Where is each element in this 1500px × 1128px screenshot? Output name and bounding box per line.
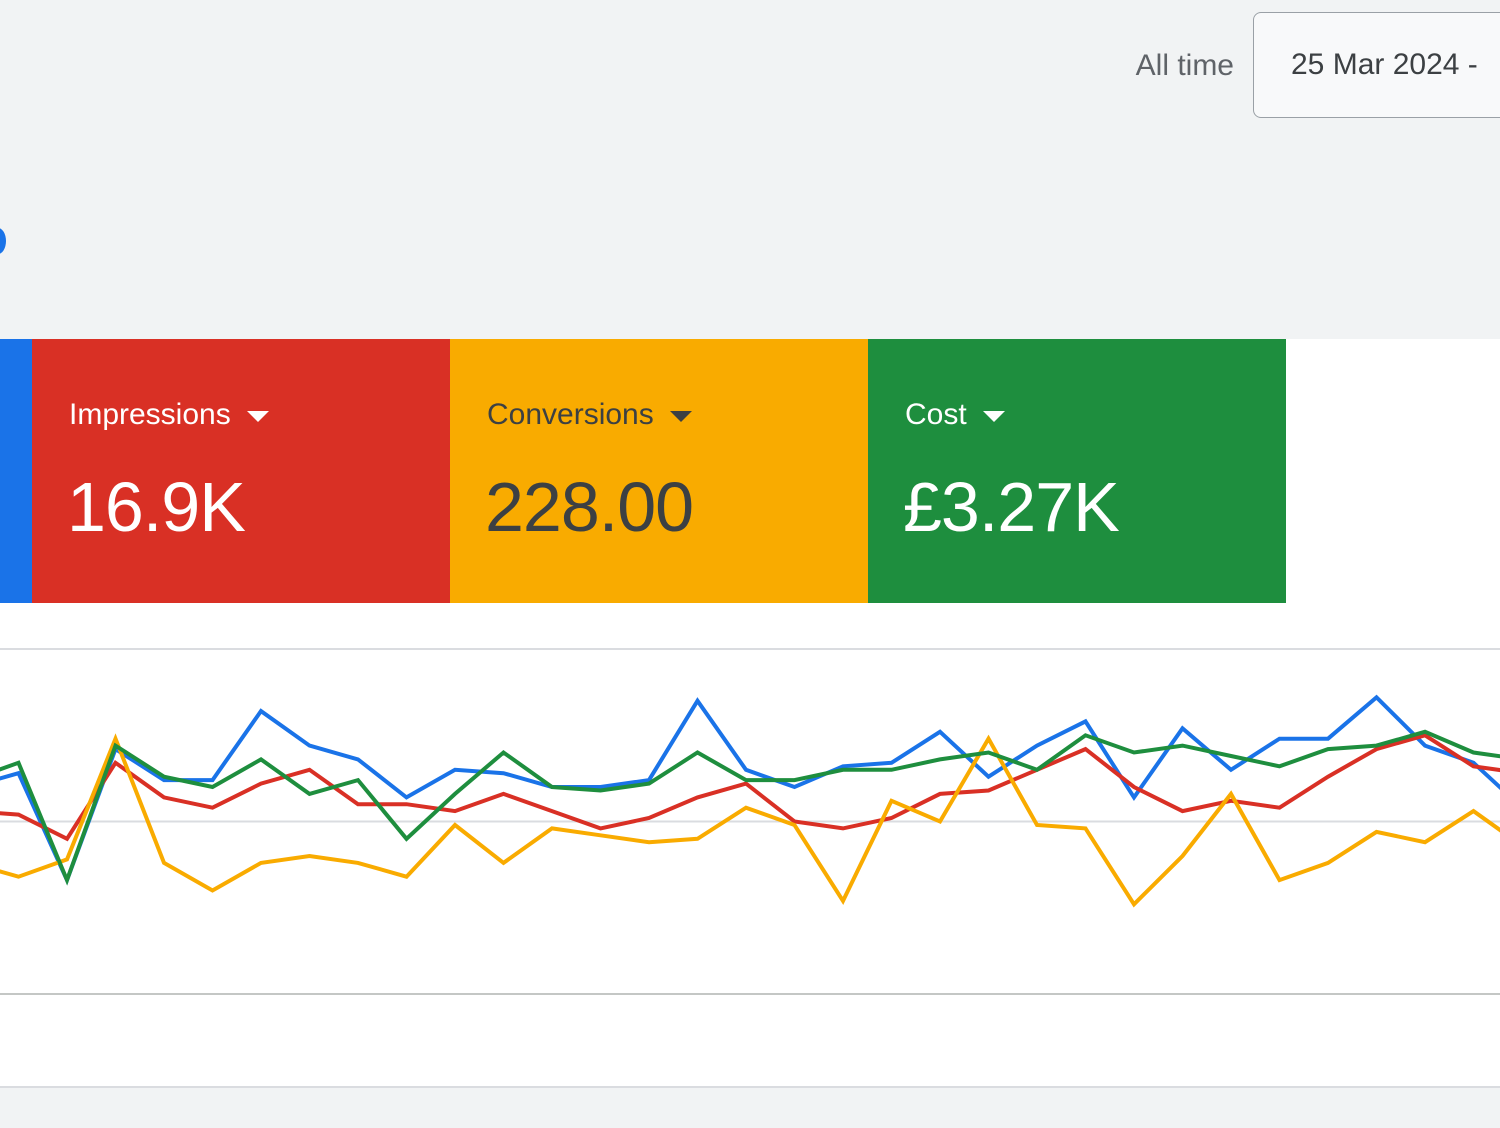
scorecard-label[interactable]: Cost bbox=[905, 397, 1005, 433]
scorecard-value: 228.00 bbox=[485, 468, 694, 546]
date-range-preset-label: All time bbox=[1135, 49, 1234, 82]
series-line-3 bbox=[0, 729, 1500, 886]
top-bar: All time 25 Mar 2024 - bbox=[0, 0, 1500, 338]
series-line-2 bbox=[0, 733, 1500, 908]
caret-down-icon bbox=[246, 411, 269, 422]
scorecard-label-text: Impressions bbox=[69, 398, 231, 431]
help-icon[interactable] bbox=[0, 228, 6, 254]
performance-chart bbox=[0, 603, 1500, 1086]
caret-down-icon bbox=[669, 411, 692, 422]
line-chart bbox=[0, 648, 1500, 995]
date-range-picker[interactable]: 25 Mar 2024 - bbox=[1253, 12, 1500, 118]
scorecard-impressions[interactable]: Impressions 16.9K bbox=[32, 339, 450, 603]
scorecard-value: £3.27K bbox=[903, 468, 1120, 546]
scorecard-cost[interactable]: Cost £3.27K bbox=[868, 339, 1286, 603]
scorecard-value: 16.9K bbox=[67, 468, 246, 546]
scorecard-label[interactable]: Conversions bbox=[487, 397, 692, 433]
date-range-text: 25 Mar 2024 - bbox=[1291, 48, 1478, 81]
scorecard-clicks[interactable] bbox=[0, 339, 32, 603]
scorecard-conversions[interactable]: Conversions 228.00 bbox=[450, 339, 868, 603]
scorecard-label[interactable]: Impressions bbox=[69, 397, 269, 433]
scorecard-label-text: Conversions bbox=[487, 398, 654, 431]
caret-down-icon bbox=[982, 411, 1005, 422]
scorecard-label-text: Cost bbox=[905, 398, 967, 431]
series-line-1 bbox=[0, 733, 1500, 842]
bottom-strip bbox=[0, 1086, 1500, 1128]
